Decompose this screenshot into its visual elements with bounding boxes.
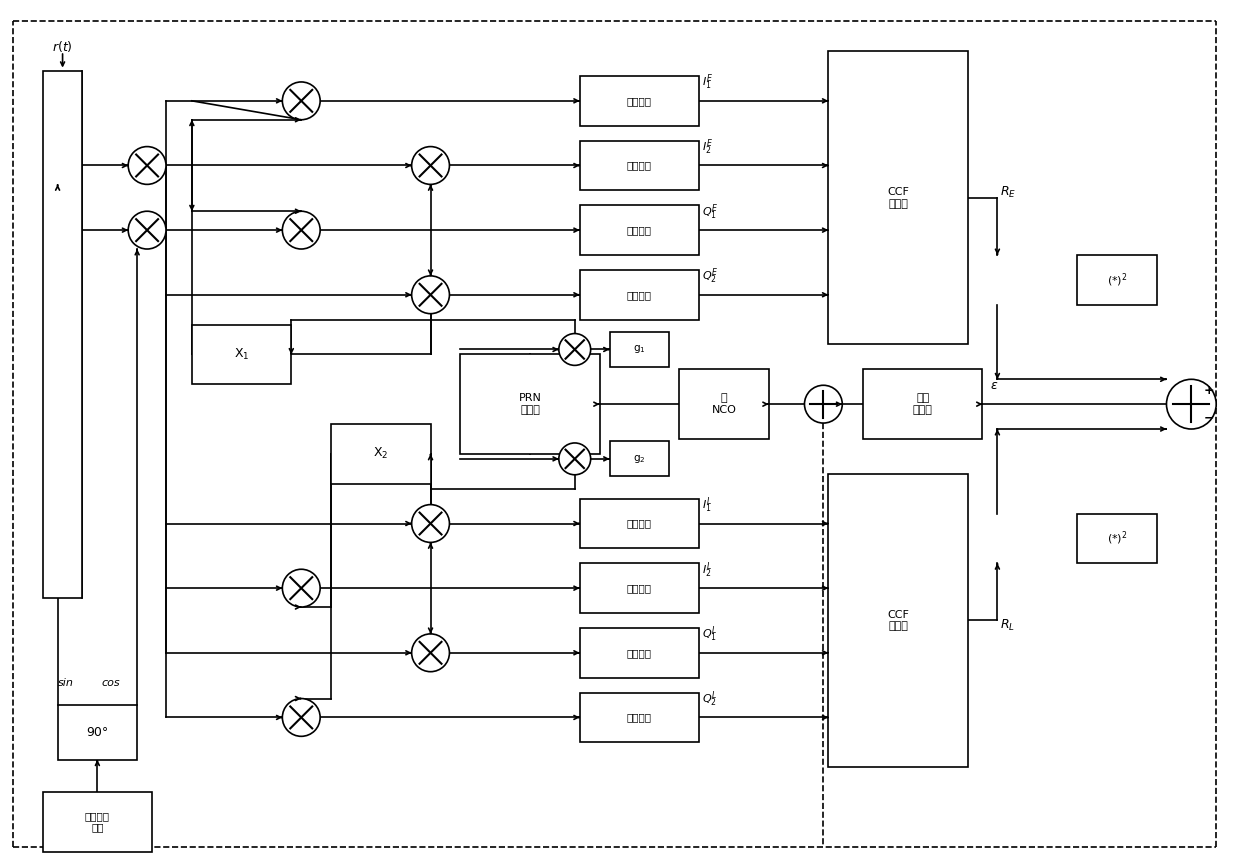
Text: PRN
生成器: PRN 生成器 — [519, 393, 541, 415]
Bar — [57, 705, 138, 760]
Bar — [192, 325, 291, 385]
Text: 积分累加: 积分累加 — [627, 713, 652, 722]
Bar — [679, 370, 768, 439]
Text: $R_L$: $R_L$ — [1000, 618, 1016, 633]
Text: $(*)^2$: $(*)^2$ — [1106, 271, 1127, 289]
Text: cos: cos — [102, 678, 120, 687]
Text: $Q_1^E$: $Q_1^E$ — [703, 202, 719, 221]
Text: 积分累加: 积分累加 — [627, 95, 652, 106]
Bar — [580, 693, 699, 742]
Text: +: + — [1204, 384, 1214, 397]
Circle shape — [411, 504, 450, 542]
Text: $r(t)$: $r(t)$ — [52, 39, 73, 54]
Bar — [1077, 514, 1156, 563]
Circle shape — [1166, 379, 1217, 429]
Text: −: − — [1204, 411, 1214, 424]
Text: 积分累加: 积分累加 — [627, 290, 652, 299]
Bar — [864, 370, 983, 439]
Text: 积分累加: 积分累加 — [627, 518, 652, 529]
Text: g$_2$: g$_2$ — [633, 453, 646, 465]
Text: $R_E$: $R_E$ — [1000, 185, 1016, 201]
Text: $Q_1^L$: $Q_1^L$ — [703, 625, 717, 644]
Bar — [580, 563, 699, 613]
Text: 码
NCO: 码 NCO — [711, 393, 736, 415]
Bar — [1077, 255, 1156, 305]
Bar — [610, 332, 669, 367]
Text: 90°: 90° — [87, 726, 109, 739]
Circle shape — [411, 276, 450, 313]
Text: $I_2^L$: $I_2^L$ — [703, 560, 712, 580]
Text: g$_1$: g$_1$ — [633, 344, 646, 356]
Text: CCF
生成器: CCF 生成器 — [887, 187, 909, 208]
Circle shape — [282, 211, 320, 249]
Circle shape — [411, 147, 450, 184]
Circle shape — [282, 569, 320, 607]
Circle shape — [559, 443, 591, 475]
Bar — [580, 141, 699, 190]
Bar — [829, 51, 968, 345]
Text: 积分累加: 积分累加 — [627, 225, 652, 235]
Circle shape — [128, 147, 166, 184]
Circle shape — [282, 699, 320, 736]
Text: 积分累加: 积分累加 — [627, 161, 652, 170]
Text: 本地载波
生成: 本地载波 生成 — [85, 811, 110, 832]
Circle shape — [128, 211, 166, 249]
Bar — [42, 71, 83, 598]
Bar — [829, 474, 968, 767]
Text: 环路
滤波器: 环路 滤波器 — [913, 393, 933, 415]
Text: CCF
生成器: CCF 生成器 — [887, 609, 909, 631]
Text: $I_1^E$: $I_1^E$ — [703, 73, 712, 92]
Text: sin: sin — [58, 678, 73, 687]
Bar — [580, 628, 699, 678]
Text: X$_1$: X$_1$ — [234, 347, 249, 362]
Bar — [461, 354, 600, 454]
Circle shape — [804, 385, 843, 423]
Bar — [580, 205, 699, 255]
Bar — [580, 270, 699, 319]
Bar — [42, 792, 152, 852]
Text: 积分累加: 积分累加 — [627, 583, 652, 593]
Circle shape — [282, 82, 320, 120]
Text: $(*)^2$: $(*)^2$ — [1106, 529, 1127, 547]
Text: $\varepsilon$: $\varepsilon$ — [990, 379, 999, 392]
Text: $Q_2^L$: $Q_2^L$ — [703, 689, 717, 709]
Text: 积分累加: 积分累加 — [627, 648, 652, 658]
Bar — [331, 424, 430, 483]
Text: X$_2$: X$_2$ — [373, 446, 389, 462]
Circle shape — [559, 333, 591, 365]
Text: $I_1^L$: $I_1^L$ — [703, 496, 712, 515]
Text: $Q_2^E$: $Q_2^E$ — [703, 266, 719, 286]
Bar — [610, 442, 669, 477]
Text: $I_2^E$: $I_2^E$ — [703, 137, 712, 157]
Bar — [580, 76, 699, 126]
Bar — [580, 498, 699, 549]
Circle shape — [411, 634, 450, 672]
